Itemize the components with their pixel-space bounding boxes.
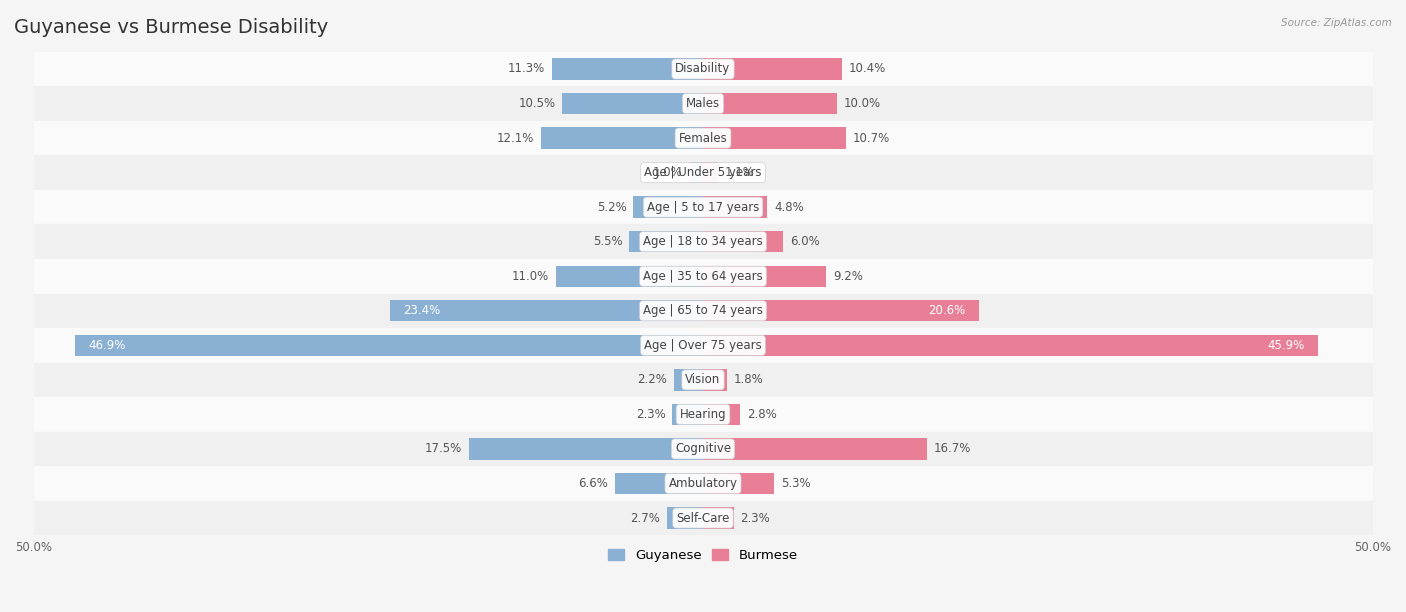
Bar	[34, 431, 1372, 466]
Bar	[34, 362, 1372, 397]
Bar	[34, 397, 1372, 431]
Text: 2.2%: 2.2%	[637, 373, 666, 386]
Text: Age | Under 5 years: Age | Under 5 years	[644, 166, 762, 179]
Text: 2.8%: 2.8%	[747, 408, 778, 421]
Bar	[703, 438, 927, 460]
Bar	[703, 404, 741, 425]
Bar	[555, 266, 703, 287]
Text: 5.3%: 5.3%	[780, 477, 810, 490]
Bar	[703, 300, 979, 321]
Bar	[703, 369, 727, 390]
Text: 2.7%: 2.7%	[630, 512, 661, 524]
Text: 45.9%: 45.9%	[1267, 339, 1305, 352]
Bar	[703, 266, 827, 287]
Text: Females: Females	[679, 132, 727, 144]
Bar	[673, 369, 703, 390]
Text: 12.1%: 12.1%	[496, 132, 534, 144]
Text: 5.2%: 5.2%	[598, 201, 627, 214]
Text: Source: ZipAtlas.com: Source: ZipAtlas.com	[1281, 18, 1392, 28]
Bar	[562, 93, 703, 114]
Bar	[34, 501, 1372, 536]
Bar	[34, 328, 1372, 362]
Text: 11.3%: 11.3%	[508, 62, 546, 75]
Bar	[703, 162, 717, 184]
Legend: Guyanese, Burmese: Guyanese, Burmese	[603, 544, 803, 567]
Bar	[389, 300, 703, 321]
Bar	[703, 335, 1317, 356]
Text: 10.7%: 10.7%	[853, 132, 890, 144]
Text: 46.9%: 46.9%	[89, 339, 125, 352]
Bar	[75, 335, 703, 356]
Bar	[703, 58, 842, 80]
Text: Age | 35 to 64 years: Age | 35 to 64 years	[643, 270, 763, 283]
Bar	[633, 196, 703, 218]
Text: 6.6%: 6.6%	[578, 477, 607, 490]
Bar	[34, 225, 1372, 259]
Bar	[541, 127, 703, 149]
Text: 4.8%: 4.8%	[773, 201, 804, 214]
Bar	[34, 294, 1372, 328]
Bar	[703, 473, 773, 494]
Bar	[614, 473, 703, 494]
Text: Males: Males	[686, 97, 720, 110]
Text: 11.0%: 11.0%	[512, 270, 548, 283]
Bar	[34, 86, 1372, 121]
Text: Age | Over 75 years: Age | Over 75 years	[644, 339, 762, 352]
Bar	[34, 52, 1372, 86]
Text: Cognitive: Cognitive	[675, 442, 731, 455]
Bar	[703, 231, 783, 252]
Bar	[468, 438, 703, 460]
Text: 17.5%: 17.5%	[425, 442, 463, 455]
Bar	[551, 58, 703, 80]
Text: Age | 18 to 34 years: Age | 18 to 34 years	[643, 235, 763, 248]
Text: 2.3%: 2.3%	[636, 408, 665, 421]
Bar	[703, 196, 768, 218]
Text: 1.8%: 1.8%	[734, 373, 763, 386]
Bar	[672, 404, 703, 425]
Text: Disability: Disability	[675, 62, 731, 75]
Text: Hearing: Hearing	[679, 408, 727, 421]
Text: 6.0%: 6.0%	[790, 235, 820, 248]
Bar	[666, 507, 703, 529]
Text: 20.6%: 20.6%	[928, 304, 966, 317]
Bar	[703, 127, 846, 149]
Text: Guyanese vs Burmese Disability: Guyanese vs Burmese Disability	[14, 18, 329, 37]
Bar	[34, 259, 1372, 294]
Text: 10.4%: 10.4%	[849, 62, 886, 75]
Text: Self-Care: Self-Care	[676, 512, 730, 524]
Text: 2.3%: 2.3%	[741, 512, 770, 524]
Text: 10.0%: 10.0%	[844, 97, 880, 110]
Bar	[34, 466, 1372, 501]
Text: 9.2%: 9.2%	[832, 270, 863, 283]
Text: 5.5%: 5.5%	[593, 235, 623, 248]
Bar	[703, 507, 734, 529]
Text: 16.7%: 16.7%	[934, 442, 970, 455]
Bar	[34, 121, 1372, 155]
Text: Age | 5 to 17 years: Age | 5 to 17 years	[647, 201, 759, 214]
Text: 1.0%: 1.0%	[654, 166, 683, 179]
Bar	[34, 155, 1372, 190]
Bar	[630, 231, 703, 252]
Text: 1.1%: 1.1%	[724, 166, 754, 179]
Text: Age | 65 to 74 years: Age | 65 to 74 years	[643, 304, 763, 317]
Bar	[703, 93, 837, 114]
Text: Vision: Vision	[685, 373, 721, 386]
Bar	[34, 190, 1372, 225]
Text: 10.5%: 10.5%	[519, 97, 555, 110]
Text: Ambulatory: Ambulatory	[668, 477, 738, 490]
Bar	[689, 162, 703, 184]
Text: 23.4%: 23.4%	[404, 304, 440, 317]
